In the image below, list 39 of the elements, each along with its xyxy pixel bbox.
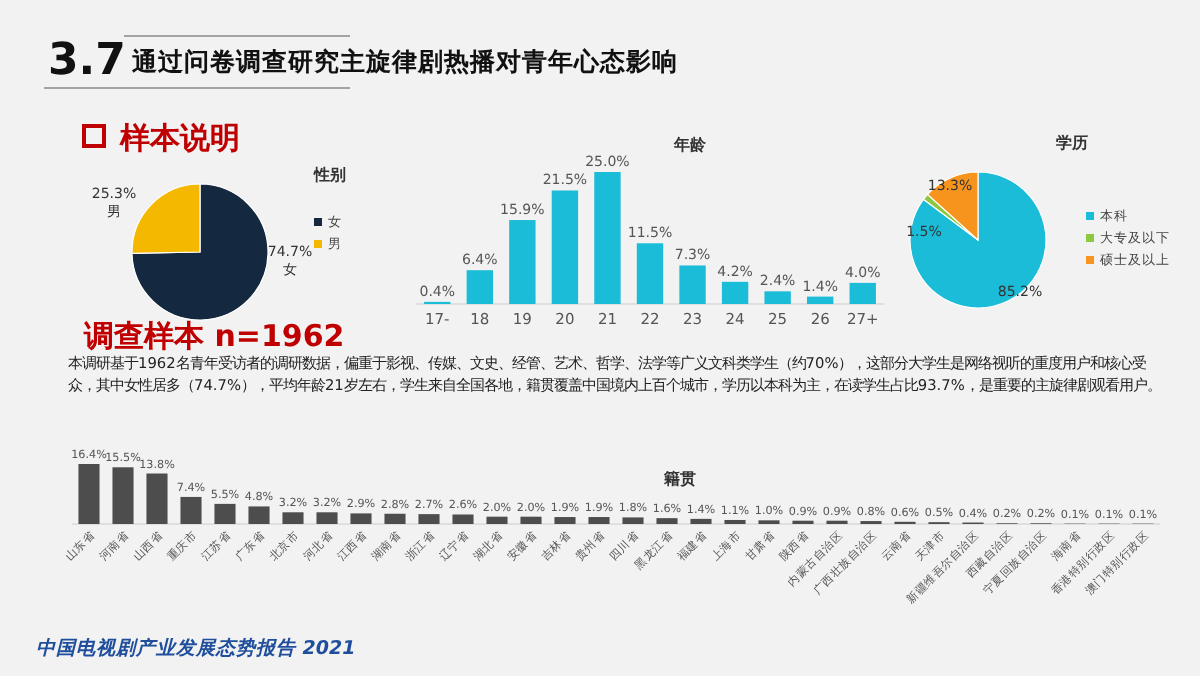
bar <box>509 220 536 304</box>
chart-title: 学历 <box>1056 134 1088 152</box>
bar <box>486 516 508 524</box>
bar <box>466 270 494 304</box>
bar <box>588 517 610 524</box>
bar <box>636 243 664 304</box>
bar <box>721 281 749 304</box>
text: 通过问卷调查研究主旋律剧热播对青年心态影响 <box>130 46 678 76</box>
bar <box>180 496 202 524</box>
chart-title: 籍贯 <box>662 470 696 488</box>
bar <box>418 514 440 524</box>
text: 3.7 <box>48 36 126 86</box>
bar <box>690 518 712 524</box>
text: 中国电视剧产业发展态势报告 2021 <box>36 636 356 660</box>
bar <box>806 296 834 304</box>
bar <box>78 464 100 524</box>
bar <box>622 517 644 524</box>
bar <box>214 503 236 524</box>
bar <box>452 514 474 524</box>
bar <box>554 517 576 524</box>
chart-title: 年龄 <box>672 136 708 154</box>
bar <box>146 473 168 524</box>
bar <box>679 265 706 304</box>
bar <box>316 512 338 524</box>
pie-slice <box>909 171 1047 309</box>
bar <box>594 172 621 304</box>
text: 调查样本 n=1962 <box>82 318 345 354</box>
bar <box>282 512 304 524</box>
text: 样本说明 <box>118 120 240 156</box>
bar <box>764 291 791 304</box>
bar <box>248 506 270 524</box>
chart-title: 性别 <box>312 166 346 184</box>
bar <box>384 513 406 524</box>
bar <box>551 190 579 304</box>
bar <box>849 282 876 304</box>
bar <box>520 516 542 524</box>
bar <box>112 467 134 524</box>
bar <box>656 518 678 524</box>
bar <box>350 513 372 524</box>
